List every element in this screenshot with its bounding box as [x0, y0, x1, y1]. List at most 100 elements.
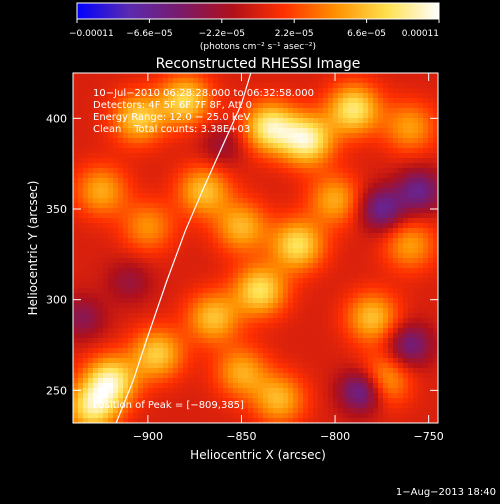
heatmap-cell	[248, 348, 254, 354]
heatmap-cell	[318, 243, 324, 249]
heatmap-cell	[238, 348, 244, 354]
heatmap-cell	[413, 328, 419, 334]
heatmap-cell	[208, 333, 214, 339]
heatmap-cell	[113, 158, 119, 164]
heatmap-cell	[263, 238, 269, 244]
heatmap-cell	[143, 308, 149, 314]
heatmap-cell	[283, 78, 289, 84]
heatmap-cell	[208, 218, 214, 224]
heatmap-cell	[328, 408, 334, 414]
heatmap-cell	[343, 393, 349, 399]
heatmap-cell	[163, 253, 169, 259]
heatmap-cell	[343, 288, 349, 294]
heatmap-cell	[118, 278, 124, 284]
heatmap-cell	[78, 258, 84, 264]
heatmap-cell	[318, 283, 324, 289]
heatmap-cell	[368, 103, 374, 109]
heatmap-cell	[383, 378, 389, 384]
heatmap-cell	[363, 388, 369, 394]
heatmap-cell	[373, 183, 379, 189]
heatmap-cell	[118, 248, 124, 254]
heatmap-cell	[133, 248, 139, 254]
heatmap-cell	[88, 293, 94, 299]
heatmap-cell	[403, 113, 409, 119]
heatmap-cell	[233, 73, 239, 79]
heatmap-cell	[73, 193, 79, 199]
heatmap-cell	[303, 328, 309, 334]
heatmap-cell	[333, 128, 339, 134]
heatmap-cell	[103, 288, 109, 294]
heatmap-cell	[318, 388, 324, 394]
heatmap-cell	[428, 273, 434, 279]
heatmap-cell	[108, 148, 114, 154]
heatmap-cell	[83, 168, 89, 174]
heatmap-cell	[158, 278, 164, 284]
heatmap-cell	[138, 343, 144, 349]
heatmap-cell	[308, 203, 314, 209]
heatmap-cell	[273, 348, 279, 354]
heatmap-cell	[133, 208, 139, 214]
heatmap-cell	[378, 323, 384, 329]
heatmap-cell	[323, 343, 329, 349]
heatmap-cell	[223, 188, 229, 194]
heatmap-cell	[188, 393, 194, 399]
heatmap-cell	[118, 303, 124, 309]
heatmap-cell	[218, 368, 224, 374]
heatmap-cell	[413, 398, 419, 404]
heatmap-cell	[378, 303, 384, 309]
heatmap-cell	[263, 123, 269, 129]
heatmap-cell	[258, 233, 264, 239]
heatmap-cell	[268, 343, 274, 349]
heatmap-cell	[218, 223, 224, 229]
heatmap-cell	[88, 203, 94, 209]
heatmap-cell	[333, 248, 339, 254]
heatmap-cell	[118, 213, 124, 219]
heatmap-cell	[243, 268, 249, 274]
heatmap-cell	[383, 73, 389, 79]
heatmap-cell	[308, 158, 314, 164]
heatmap-cell	[318, 303, 324, 309]
heatmap-cell	[78, 368, 84, 374]
heatmap-cell	[188, 298, 194, 304]
heatmap-cell	[113, 268, 119, 274]
heatmap-cell	[403, 243, 409, 249]
heatmap-cell	[148, 358, 154, 364]
heatmap-cell	[238, 323, 244, 329]
heatmap-cell	[368, 168, 374, 174]
heatmap-cell	[188, 78, 194, 84]
heatmap-cell	[393, 203, 399, 209]
heatmap-cell	[303, 218, 309, 224]
heatmap-cell	[418, 188, 424, 194]
heatmap-cell	[223, 153, 229, 159]
heatmap-cell	[253, 338, 259, 344]
heatmap-cell	[173, 283, 179, 289]
heatmap-cell	[153, 253, 159, 259]
heatmap-cell	[78, 228, 84, 234]
heatmap-cell	[293, 228, 299, 234]
heatmap-cell	[313, 318, 319, 324]
heatmap-cell	[188, 238, 194, 244]
heatmap-cell	[333, 198, 339, 204]
heatmap-cell	[118, 283, 124, 289]
heatmap-cell	[258, 153, 264, 159]
heatmap-cell	[343, 168, 349, 174]
heatmap-cell	[118, 268, 124, 274]
heatmap-cell	[333, 203, 339, 209]
heatmap-cell	[408, 328, 414, 334]
heatmap-cell	[238, 288, 244, 294]
heatmap-cell	[353, 363, 359, 369]
heatmap-cell	[158, 238, 164, 244]
heatmap-cell	[238, 283, 244, 289]
heatmap-cell	[388, 398, 394, 404]
heatmap-cell	[238, 178, 244, 184]
heatmap-cell	[188, 158, 194, 164]
heatmap-cell	[378, 288, 384, 294]
heatmap-cell	[328, 198, 334, 204]
heatmap-cell	[293, 378, 299, 384]
heatmap-cell	[198, 343, 204, 349]
colorbar-tick-label: −2.2e−05	[199, 29, 245, 39]
heatmap-cell	[323, 393, 329, 399]
heatmap-cell	[318, 363, 324, 369]
heatmap-cell	[428, 218, 434, 224]
heatmap-cell	[113, 188, 119, 194]
